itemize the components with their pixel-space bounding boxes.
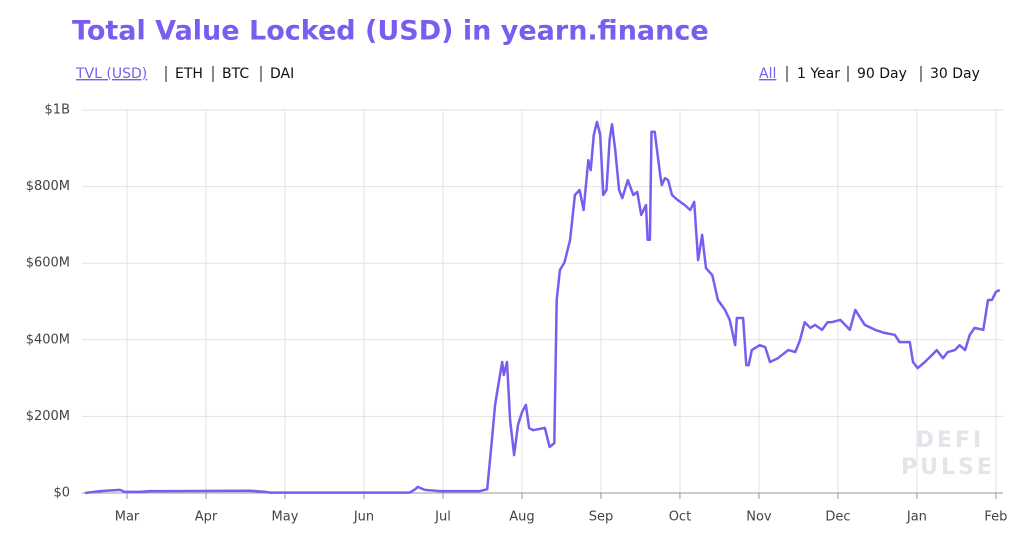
x-tick-label: Jun [353, 510, 374, 525]
y-tick-label: $1B [45, 103, 70, 118]
tab[interactable]: ETH [175, 66, 203, 82]
tvl-line [85, 120, 1001, 495]
x-tick-label: Dec [825, 510, 850, 525]
tab[interactable]: BTC [222, 66, 249, 82]
y-tick-label: $0 [53, 486, 70, 501]
x-tick-label: Oct [669, 510, 691, 525]
x-tick-label: Feb [984, 510, 1007, 525]
y-tick-label: $600M [26, 256, 70, 271]
x-tick-label: Jan [906, 510, 927, 525]
x-tick-label: Nov [746, 510, 772, 525]
tab[interactable]: 1 Year [797, 66, 840, 82]
watermark: DEFI [916, 428, 985, 453]
tab[interactable]: 90 Day [857, 66, 907, 82]
watermark: PULSE [901, 455, 995, 480]
tab[interactable]: All [759, 66, 776, 82]
x-tick-label: Sep [589, 510, 614, 525]
y-tick-label: $800M [26, 179, 70, 194]
x-tick-label: Mar [115, 510, 140, 525]
x-tick-label: Apr [195, 510, 218, 525]
x-tick-label: Aug [509, 510, 534, 525]
y-tick-label: $200M [26, 409, 70, 424]
chart-title: Total Value Locked (USD) in yearn.financ… [72, 16, 709, 47]
tab[interactable]: DAI [270, 66, 294, 82]
tab[interactable]: 30 Day [930, 66, 980, 82]
x-tick-label: Jul [434, 510, 451, 525]
tab[interactable]: TVL (USD) [75, 66, 147, 82]
x-tick-label: May [272, 510, 299, 525]
y-tick-label: $400M [26, 332, 70, 347]
